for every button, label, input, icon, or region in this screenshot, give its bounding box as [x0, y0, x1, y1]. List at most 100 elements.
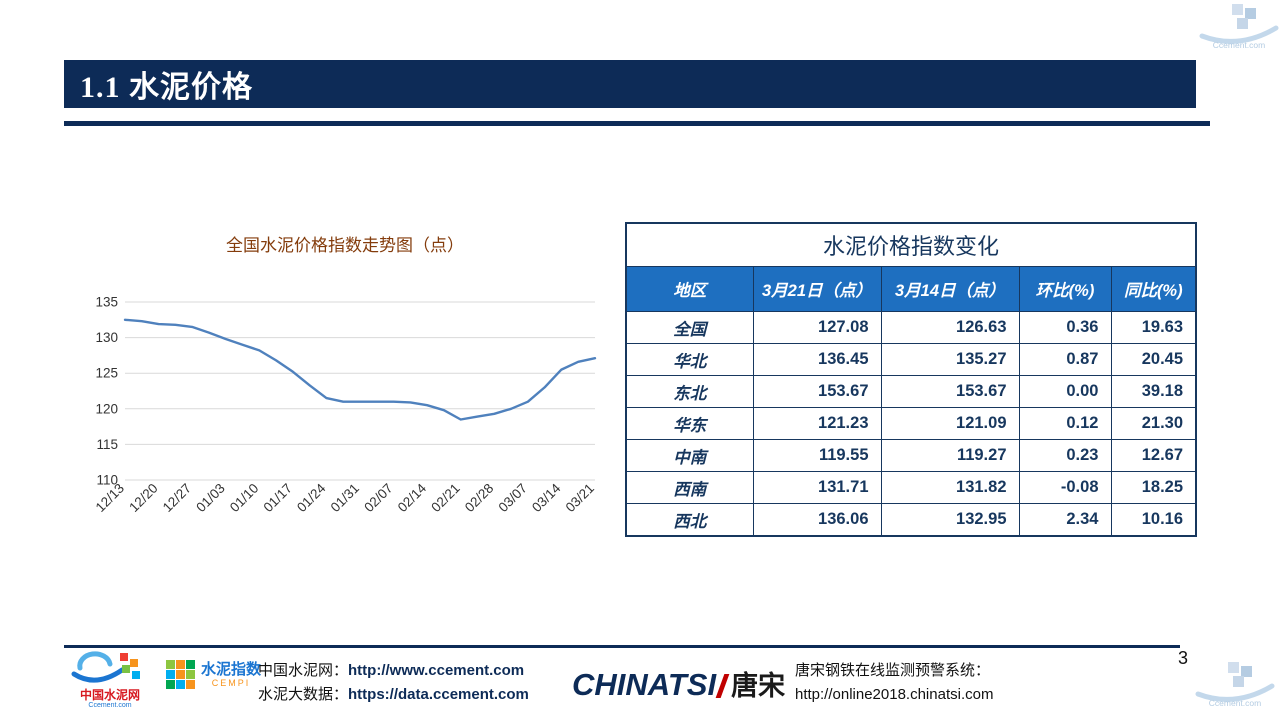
header-underline [64, 121, 1210, 126]
cempi-logo: 水泥指数 CEMPI [166, 660, 261, 689]
col-header-date1: 3月21日（点） [752, 266, 882, 312]
svg-text:02/21: 02/21 [428, 481, 463, 516]
value-cell: 135.27 [880, 343, 1020, 376]
page-title: 1.1 水泥价格 [80, 71, 253, 104]
footer-left-text: 中国水泥网：http://www.ccement.com 水泥大数据：https… [258, 659, 529, 707]
value-cell: 18.25 [1110, 471, 1197, 504]
chart-title: 全国水泥价格指数走势图（点） [226, 236, 464, 255]
chinatsi-logo: CHINATSI 唐宋 [572, 664, 785, 703]
value-cell: 0.36 [1018, 311, 1112, 344]
svg-text:03/14: 03/14 [529, 480, 564, 515]
value-cell: 119.27 [880, 439, 1020, 472]
svg-text:02/14: 02/14 [395, 480, 430, 515]
svg-text:01/31: 01/31 [328, 481, 363, 516]
svg-text:02/28: 02/28 [462, 481, 497, 516]
region-cell: 东北 [625, 375, 754, 408]
value-cell: 153.67 [752, 375, 882, 408]
value-cell: 136.06 [752, 503, 882, 537]
table-row: 西南 131.71 131.82 -0.08 18.25 [625, 471, 1197, 504]
svg-text:03/07: 03/07 [496, 481, 531, 516]
ccement-watermark-bottom: Ccement.com [1195, 662, 1275, 708]
value-cell: 126.63 [880, 311, 1020, 344]
value-cell: 153.67 [880, 375, 1020, 408]
value-cell: 10.16 [1110, 503, 1197, 537]
footer-right-text: 唐宋钢铁在线监测预警系统： http://online2018.chinatsi… [795, 659, 993, 707]
table-row: 华东 121.23 121.09 0.12 21.30 [625, 407, 1197, 440]
chinatsi-logo-slash-icon [715, 674, 730, 698]
value-cell: 20.45 [1110, 343, 1197, 376]
value-cell: 131.82 [880, 471, 1020, 504]
svg-text:130: 130 [95, 330, 118, 345]
table-row: 全国 127.08 126.63 0.36 19.63 [625, 311, 1197, 344]
value-cell: -0.08 [1018, 471, 1112, 504]
page-number: 3 [1178, 648, 1189, 668]
svg-text:115: 115 [96, 437, 118, 452]
bigdata-url-link[interactable]: https://data.ccement.com [348, 686, 529, 703]
region-cell: 全国 [625, 311, 754, 344]
ccement-watermark-top: Ccement.com [1199, 4, 1279, 50]
header-bar: 1.1 水泥价格 [64, 60, 1196, 108]
svg-text:01/03: 01/03 [193, 481, 228, 516]
svg-text:125: 125 [95, 366, 118, 381]
watermark-text: Ccement.com [1213, 40, 1265, 50]
value-cell: 0.87 [1018, 343, 1112, 376]
chinatsi-logo-cjk: 唐宋 [731, 671, 786, 701]
bigdata-site-label: 水泥大数据： [258, 686, 349, 703]
table-row: 中南 119.55 119.27 0.23 12.67 [625, 439, 1197, 472]
value-cell: 121.23 [752, 407, 882, 440]
table-row: 西北 136.06 132.95 2.34 10.16 [625, 503, 1197, 537]
svg-text:12/27: 12/27 [160, 481, 195, 516]
footer-line-bigdata: 水泥大数据：https://data.ccement.com [258, 683, 529, 707]
col-header-region: 地区 [625, 266, 754, 312]
price-index-line-chart: 110 115 120 125 130 135 12/13 12/20 12/27 01/03 01… [85, 272, 605, 572]
region-cell: 华北 [625, 343, 754, 376]
value-cell: 127.08 [752, 311, 882, 344]
value-cell: 39.18 [1110, 375, 1197, 408]
table-header-row: 地区 3月21日（点） 3月14日（点） 环比(%) 同比(%) [625, 266, 1197, 312]
cempi-logo-name: 水泥指数 [201, 661, 262, 678]
svg-text:120: 120 [95, 401, 118, 416]
value-cell: 19.63 [1110, 311, 1197, 344]
ccement-url-link[interactable]: http://www.ccement.com [348, 662, 525, 679]
table-row: 华北 136.45 135.27 0.87 20.45 [625, 343, 1197, 376]
svg-text:01/10: 01/10 [227, 481, 262, 516]
svg-text:12/20: 12/20 [126, 481, 161, 516]
price-index-table: 水泥价格指数变化 地区 3月21日（点） 3月14日（点） 环比(%) 同比(%… [625, 222, 1198, 537]
watermark-text: Ccement.com [1209, 698, 1261, 708]
table-title: 水泥价格指数变化 [625, 222, 1197, 267]
ccement-site-label: 中国水泥网： [258, 662, 349, 679]
region-cell: 西北 [625, 503, 754, 537]
ccement-logo: 中国水泥网 Ccement.com [60, 650, 160, 710]
ccement-logo-name: 中国水泥网 [79, 688, 140, 702]
ccement-logo-icon [71, 651, 140, 683]
value-cell: 119.55 [752, 439, 882, 472]
svg-text:110: 110 [96, 473, 118, 488]
value-cell: 12.67 [1110, 439, 1197, 472]
region-cell: 华东 [625, 407, 754, 440]
col-header-yoy: 同比(%) [1110, 266, 1197, 312]
cempi-logo-icon [166, 660, 195, 689]
region-cell: 西南 [625, 471, 754, 504]
value-cell: 121.09 [880, 407, 1020, 440]
value-cell: 0.00 [1018, 375, 1112, 408]
svg-text:03/21: 03/21 [563, 481, 598, 516]
chinatsi-url-link[interactable]: http://online2018.chinatsi.com [795, 686, 994, 703]
region-cell: 中南 [625, 439, 754, 472]
svg-text:135: 135 [95, 295, 118, 310]
col-header-wow: 环比(%) [1018, 266, 1112, 312]
footer-line-ccement: 中国水泥网：http://www.ccement.com [258, 659, 529, 683]
cempi-logo-sub: CEMPI [211, 678, 251, 688]
price-table-body: 全国 127.08 126.63 0.36 19.63 华北 136.45 135.27 0.8… [625, 311, 1197, 537]
table-row: 东北 153.67 153.67 0.00 39.18 [625, 375, 1197, 408]
col-header-date2: 3月14日（点） [880, 266, 1020, 312]
footer-divider [64, 645, 1180, 648]
chinatsi-system-label: 唐宋钢铁在线监测预警系统： [795, 662, 991, 679]
value-cell: 136.45 [752, 343, 882, 376]
value-cell: 131.71 [752, 471, 882, 504]
value-cell: 0.23 [1018, 439, 1112, 472]
chinatsi-logo-latin: CHINATSI [572, 667, 717, 702]
svg-text:01/17: 01/17 [261, 481, 296, 516]
ccement-logo-sub: Ccement.com [88, 702, 132, 709]
value-cell: 21.30 [1110, 407, 1197, 440]
